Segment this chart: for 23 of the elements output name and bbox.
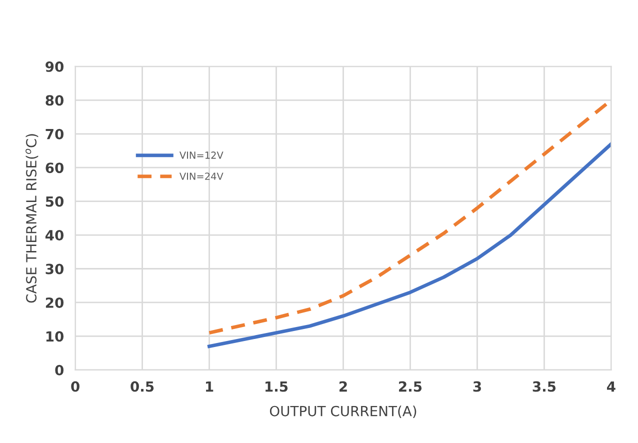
x-tick-label: 1: [206, 381, 214, 392]
x-tick-label: 4: [606, 381, 616, 392]
y-tick-label: 70: [46, 128, 64, 140]
y-axis-title: CASE THERMAL RISE($^{o}$C): [26, 134, 38, 303]
x-tick-label: 2: [340, 381, 347, 392]
y-tick-label: 0: [55, 364, 64, 376]
y-tick-label: 20: [46, 297, 64, 308]
x-tick-label: 3: [473, 381, 481, 392]
x-tick-label: 0.5: [130, 381, 154, 392]
x-tick-label: 1.5: [266, 381, 288, 392]
legend-label: VIN=24V: [180, 172, 224, 180]
x-tick-label: 2.5: [399, 381, 422, 392]
x-tick-label: 0: [71, 381, 80, 392]
y-tick-label: 30: [46, 264, 64, 274]
legend-label: VIN=12V: [180, 152, 224, 159]
y-tick-label: 80: [46, 95, 64, 106]
y-tick-label: 10: [46, 331, 64, 342]
y-tick-label: 50: [46, 196, 64, 207]
x-tick-label: 3.5: [532, 381, 556, 392]
y-tick-label: 60: [46, 162, 64, 174]
x-axis-title: OUTPUT CURRENT(A): [270, 406, 416, 418]
y-tick-label: 40: [45, 230, 64, 241]
y-tick-label: 90: [46, 61, 64, 72]
